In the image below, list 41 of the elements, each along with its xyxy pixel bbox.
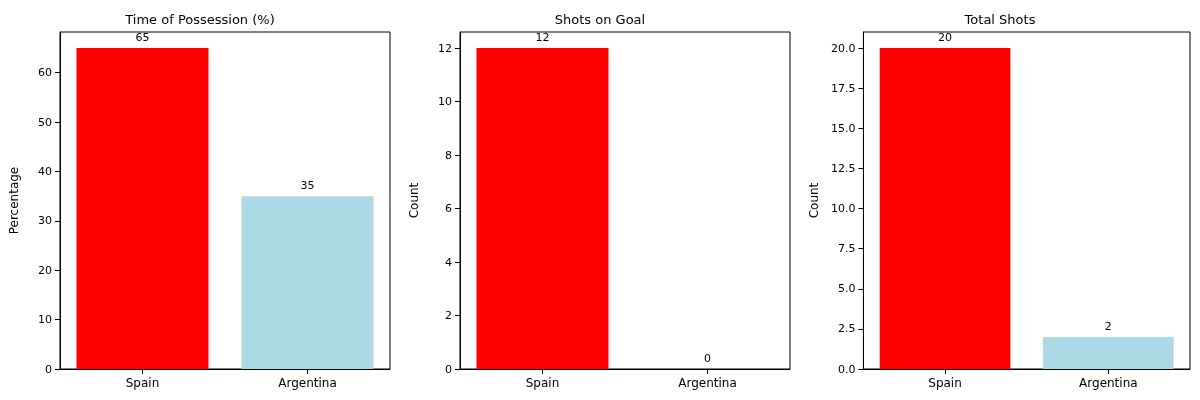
y-tick-label: 0 — [445, 362, 452, 376]
y-tick-label: 50 — [38, 115, 52, 129]
data-label: 65 — [135, 31, 150, 45]
y-tick-label: 10 — [438, 95, 452, 109]
data-label: 2 — [1104, 319, 1112, 333]
y-axis-title: Count — [807, 182, 821, 219]
y-tick-label: 40 — [38, 164, 52, 178]
y-tick-label: 6 — [445, 202, 452, 216]
y-tick-label: 12 — [438, 41, 452, 55]
y-tick-label: 60 — [38, 66, 52, 80]
y-tick-label: 12.5 — [830, 161, 856, 175]
chart-title: Total Shots — [963, 12, 1036, 27]
x-tick-label: Spain — [525, 376, 560, 390]
y-tick-label: 0 — [45, 362, 52, 376]
y-tick-label: 5.0 — [837, 282, 856, 296]
y-tick-label: 10.0 — [830, 202, 856, 216]
data-label: 20 — [938, 31, 953, 45]
y-tick-label: 15.0 — [830, 121, 856, 135]
x-tick-label: Argentina — [678, 376, 737, 390]
y-tick-label: 2.5 — [837, 322, 856, 336]
y-tick-label: 7.5 — [837, 242, 856, 256]
chart-title: Shots on Goal — [554, 12, 646, 27]
y-tick-label: 0.0 — [837, 362, 856, 376]
y-tick-label: 30 — [38, 214, 52, 228]
y-tick-label: 4 — [445, 255, 452, 269]
x-tick-label: Spain — [928, 376, 962, 390]
x-tick-label: Argentina — [1079, 376, 1138, 390]
y-tick-label: 2 — [445, 309, 452, 323]
x-tick-label: Spain — [125, 376, 160, 390]
y-axis-title: Count — [407, 182, 421, 219]
data-label: 12 — [535, 31, 550, 45]
data-label: 35 — [300, 179, 315, 193]
x-tick-label: Argentina — [278, 376, 337, 390]
y-tick-label: 20.0 — [830, 41, 856, 55]
chart-title: Time of Possession (%) — [124, 12, 275, 27]
y-tick-label: 10 — [38, 313, 52, 327]
y-tick-label: 20 — [38, 263, 52, 277]
data-label: 0 — [704, 352, 711, 365]
y-tick-label: 8 — [445, 148, 452, 162]
y-axis-title: Percentage — [7, 166, 21, 235]
y-tick-label: 17.5 — [830, 81, 856, 95]
